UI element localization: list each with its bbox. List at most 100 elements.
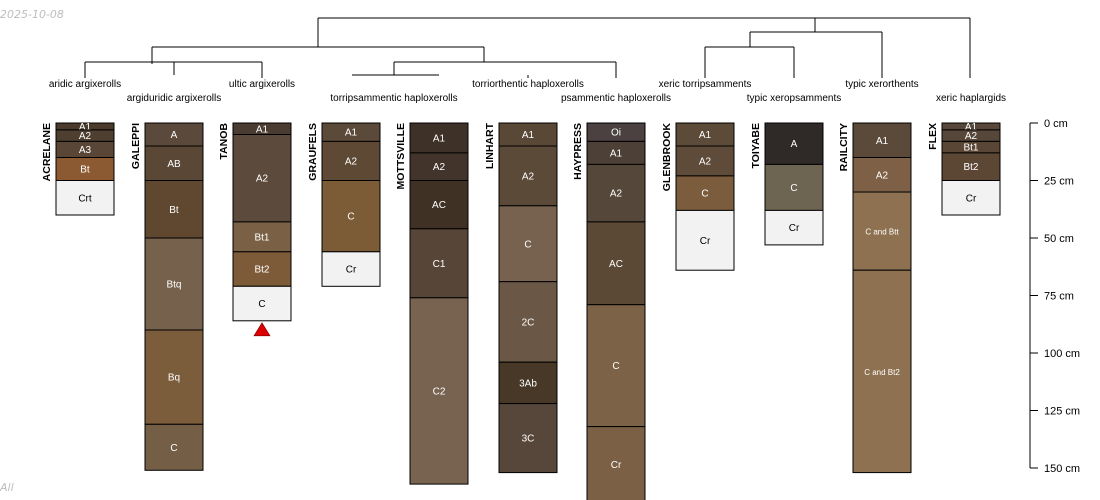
soil-profile: LINHART A1 A2 C 2C 3Ab 3C [484,122,558,474]
horizon-label: C [701,189,708,200]
horizon-label: Cr [611,460,622,471]
horizon-label: 3Ab [519,378,537,389]
taxon-labels: aridic argixerolls argiduridic argixeroll… [49,79,1006,104]
axis-tick-label: 150 cm [1044,463,1080,475]
dendrogram [84,17,971,78]
horizon [675,175,735,211]
soil-profile: RAILCITY A1 A2 C and Btt C and Bt2 [838,122,912,474]
horizon-label: Oi [611,128,621,139]
soil-profile: GLENBROOK A1 A2 C Cr [661,122,735,271]
horizon-label: A2 [433,162,446,173]
profile-name: HAYPRESS [572,123,584,180]
profile-name: FLEX [927,123,939,150]
horizon-label: AC [432,200,446,211]
horizon-label: Cr [789,223,800,234]
profile-name: GRAUFELS [307,123,319,181]
axis-tick-label: 75 cm [1044,291,1074,303]
horizon-label: A2 [79,131,92,142]
horizon [852,269,912,474]
horizon-label: Bq [168,373,180,384]
depth-axis: 0 cm 25 cm 50 cm 75 cm 100 cm 125 cm 150 cm [1029,118,1080,475]
horizon-label: Bt2 [963,162,978,173]
horizon [941,152,1001,181]
soil-profile: GRAUFELS A1 A2 C Cr [307,122,381,287]
horizon-label: C and Bt2 [864,368,900,377]
horizon [409,228,469,299]
soil-profile: MOTTSVILLE A1 A2 AC C1 C2 [395,122,469,485]
horizon-label: A2 [522,171,535,182]
horizon [586,304,646,428]
horizon-label: AB [167,159,181,170]
horizon-label: A1 [610,148,623,159]
horizon-label: C [524,239,531,250]
horizon-label: A2 [610,189,623,200]
taxon-label: typic xeropsamments [747,93,841,104]
horizon-label: C [612,361,619,372]
horizon-label: AC [609,259,623,270]
horizon-label: A2 [256,174,269,185]
taxon-label: xeric haplargids [936,93,1006,104]
profile-name: GALEPPI [130,123,142,169]
axis-tick-label: 0 cm [1044,118,1068,130]
axis-tick-label: 100 cm [1044,348,1080,360]
soil-profile: TOIYABE A C Cr [750,122,824,246]
truncation-marker [253,322,271,337]
soil-profile: HAYPRESS Oi A1 A2 AC C Cr [572,122,646,500]
horizon-label: C [170,443,177,454]
taxon-label: xeric torripsamments [659,79,752,90]
horizon-label: Cr [346,265,357,276]
horizon-label: Bt1 [963,143,978,154]
horizon-label: A1 [79,122,92,133]
horizon [55,180,115,216]
horizon [321,180,381,253]
horizon-label: A1 [345,128,358,139]
taxon-label: psammentic haploxerolls [561,93,671,104]
taxon-label: typic xerorthents [845,79,918,90]
profile-name: LINHART [484,122,496,169]
horizon-label: Cr [966,193,977,204]
horizon [852,122,912,158]
axis-tick-label: 50 cm [1044,233,1074,245]
axis-tick-label: 125 cm [1044,406,1080,418]
horizon-label: A3 [79,145,92,156]
soil-profile: TANOB A1 A2 Bt1 Bt2 C [218,122,292,322]
profile-name: ACRELANE [41,123,53,181]
horizon [852,157,912,193]
horizon [144,180,204,239]
horizon-label: C and Btt [865,228,899,237]
taxon-label: torriorthentic haploxerolls [472,79,584,90]
horizon [232,221,292,253]
footer-stub: All [0,481,14,494]
horizon [586,163,646,223]
horizon [498,403,558,474]
horizon-label: Bt1 [254,232,269,243]
horizon [144,145,204,181]
horizon [764,122,824,165]
taxon-label: ultic argixerolls [229,79,295,90]
horizon-label: 3C [522,434,535,445]
horizon [586,221,646,306]
horizon-label: C2 [433,386,446,397]
horizon [144,423,204,471]
horizon [498,281,558,363]
horizon-label: Btq [166,280,181,291]
horizon-label: C [347,212,354,223]
horizon-label: A [791,139,798,150]
soil-profile: GALEPPI A AB Bt Btq Bq C [130,122,204,471]
horizon-label: A1 [522,130,535,141]
horizon-label: Bt [80,165,90,176]
taxon-label: argiduridic argixerolls [127,93,221,104]
taxon-label: torripsammentic haploxerolls [330,93,457,104]
horizon [941,180,1001,216]
horizon [321,251,381,287]
horizon-label: C [258,299,265,310]
horizon-label: A1 [433,133,446,144]
horizon [321,140,381,181]
profile-name: MOTTSVILLE [395,123,407,190]
horizon [232,285,292,322]
horizon-label: Crt [78,193,92,204]
horizon-label: Bt2 [254,265,269,276]
